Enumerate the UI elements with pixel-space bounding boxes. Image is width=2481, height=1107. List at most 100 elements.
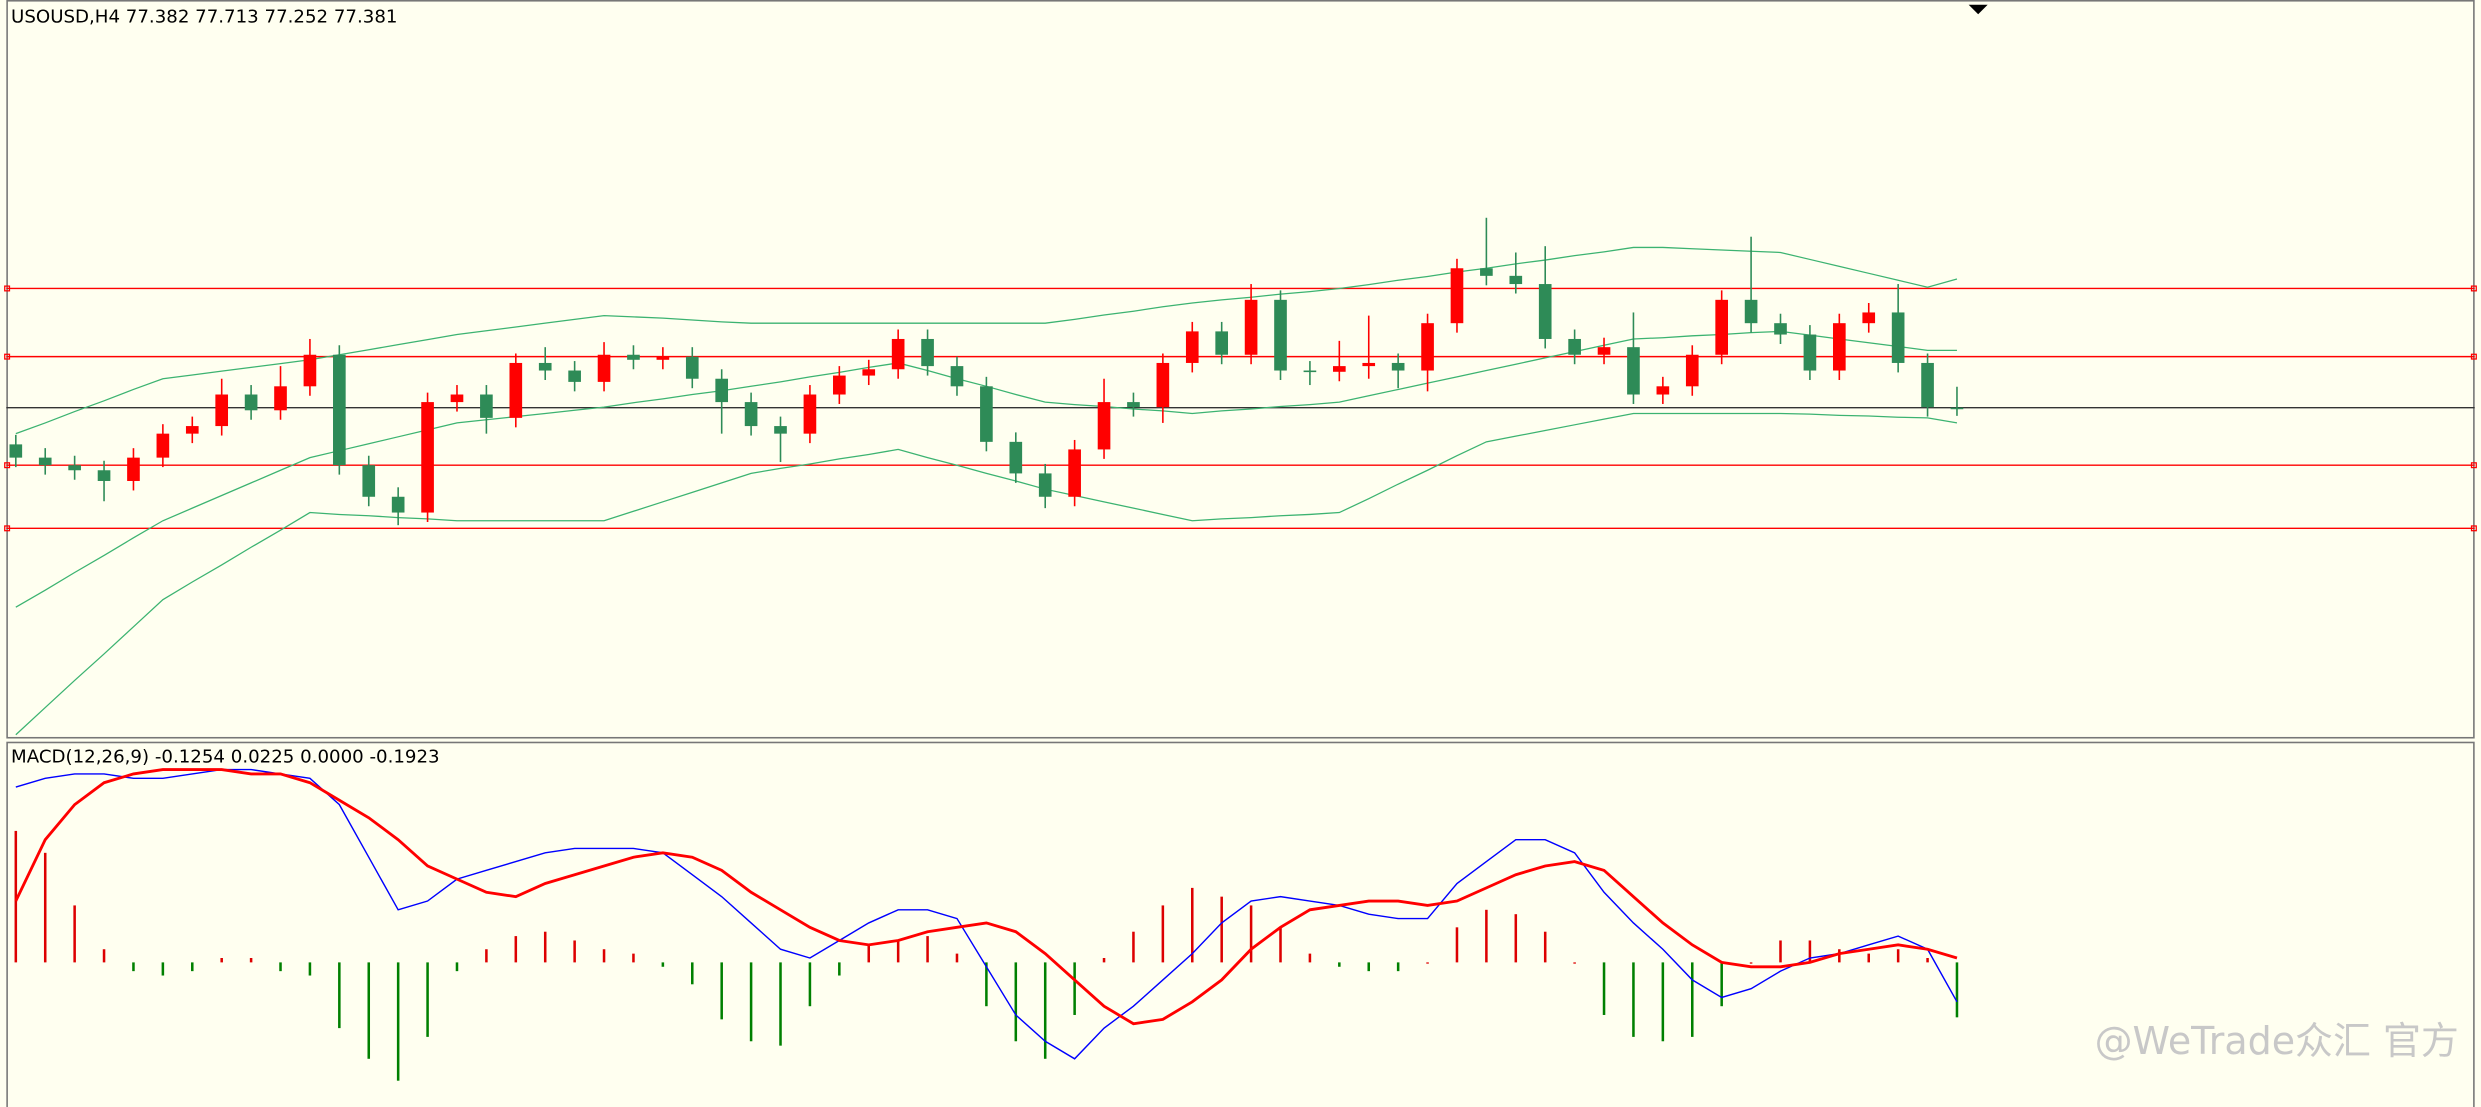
candle-body: [156, 433, 170, 458]
candle-body: [1274, 299, 1287, 371]
macd-histogram-bar: [14, 830, 18, 963]
macd-histogram-bar: [396, 962, 400, 1081]
candle-body: [538, 362, 552, 371]
macd-histogram-bar: [632, 953, 635, 963]
level-handle: [2470, 285, 2477, 292]
candle-body: [1538, 284, 1552, 339]
macd-histogram-bar: [220, 958, 223, 963]
candle-body: [362, 465, 376, 497]
plot-layer: [4, 217, 2477, 1081]
candle-body: [1333, 366, 1346, 372]
level-handle: [2470, 525, 2477, 532]
macd-histogram-bar: [338, 962, 341, 1029]
chart-title: USOUSD,H4 77.382 77.713 77.252 77.381: [11, 6, 397, 27]
macd-histogram-bar: [1632, 962, 1635, 1037]
macd-histogram-bar: [73, 905, 76, 963]
candle-body: [1685, 354, 1699, 387]
macd-histogram-bar: [514, 936, 518, 963]
macd-histogram-bar: [1073, 962, 1076, 1015]
macd-histogram-bar: [543, 931, 547, 963]
macd-histogram-bar: [367, 962, 371, 1059]
macd-histogram-bar: [102, 949, 106, 963]
macd-histogram-bar: [132, 962, 135, 972]
candle-body: [97, 470, 111, 481]
macd-histogram-bar: [43, 852, 47, 963]
level-handle: [4, 462, 11, 469]
macd-histogram-bar: [279, 962, 282, 972]
macd-histogram-bar: [1661, 962, 1665, 1042]
macd-histogram-bar: [1602, 962, 1606, 1015]
candle-body: [1362, 362, 1376, 367]
macd-histogram-bar: [808, 962, 812, 1007]
candle-body: [1185, 331, 1199, 363]
candle-body: [1656, 386, 1670, 395]
candle-body: [950, 366, 964, 387]
candle-body: [1744, 299, 1758, 324]
watermark: @WeTrade众汇 官方: [2095, 1019, 2459, 1063]
macd-histogram-bar: [1161, 905, 1165, 963]
macd-histogram-bar: [602, 949, 606, 963]
level-handle: [4, 285, 11, 292]
macd-histogram-bar: [1838, 949, 1841, 963]
macd-histogram-bar: [1779, 940, 1782, 963]
macd-histogram-bar: [191, 962, 194, 972]
macd-histogram-bar: [455, 962, 459, 972]
macd-histogram-bar: [1720, 962, 1723, 1007]
candle-body: [568, 370, 581, 382]
macd-histogram-bar: [426, 962, 429, 1037]
macd-histogram-bar: [1573, 962, 1576, 964]
macd-histogram-bar: [308, 962, 312, 976]
macd-title: MACD(12,26,9) -0.1254 0.0225 0.0000 -0.1…: [11, 747, 440, 768]
macd-histogram-bar: [661, 962, 665, 967]
macd-histogram-bar: [838, 962, 841, 976]
candle-body: [803, 394, 817, 434]
macd-histogram-bar: [1514, 914, 1518, 963]
macd-histogram-bar: [1396, 962, 1400, 972]
macd-histogram-bar: [985, 962, 988, 1007]
candle-body: [450, 394, 464, 403]
macd-histogram-bar: [1102, 958, 1106, 963]
candle-body: [685, 356, 699, 379]
candle-body: [1244, 299, 1258, 355]
macd-histogram-bar: [1543, 931, 1547, 963]
candle-body: [1068, 449, 1081, 497]
level-handle: [2470, 462, 2477, 469]
candle-body: [1862, 312, 1876, 324]
macd-histogram-bar: [867, 944, 871, 963]
macd-pane-frame: [6, 741, 2475, 1107]
signal-line: [14, 768, 1958, 1026]
candle-body: [1421, 323, 1434, 371]
candle-body: [980, 386, 993, 442]
candle-body: [1568, 338, 1581, 355]
macd-histogram-bar: [1043, 962, 1047, 1059]
macd-histogram-bar: [1749, 962, 1753, 964]
main-pane-frame: [6, 0, 2475, 739]
macd-histogram-bar: [1191, 887, 1194, 963]
candle-body: [1891, 312, 1905, 363]
candle-body: [1215, 331, 1229, 355]
candle-body: [68, 465, 81, 471]
level-handle: [4, 525, 11, 532]
macd-histogram-bar: [896, 940, 900, 963]
candle-body: [1774, 323, 1787, 335]
candle-body: [9, 444, 23, 458]
macd-histogram-bar: [779, 962, 782, 1046]
candle-body: [744, 402, 758, 427]
candle-body: [1950, 407, 1964, 410]
candle-body: [185, 426, 199, 434]
candle-body: [921, 338, 934, 367]
macd-histogram-bar: [1867, 953, 1871, 963]
candle-body: [1597, 347, 1611, 355]
macd-histogram-bar: [573, 940, 576, 963]
macd-histogram-bar: [1485, 909, 1488, 963]
candle-body: [1391, 362, 1405, 371]
candle-body: [1303, 370, 1317, 373]
candle-body: [391, 496, 405, 513]
candle-body: [1832, 323, 1846, 371]
macd-histogram-bar: [1220, 896, 1223, 963]
candle-body: [215, 394, 229, 427]
macd-histogram-bar: [1926, 958, 1929, 963]
macd-histogram-bar: [1955, 962, 1959, 1018]
candle-body: [303, 354, 317, 387]
